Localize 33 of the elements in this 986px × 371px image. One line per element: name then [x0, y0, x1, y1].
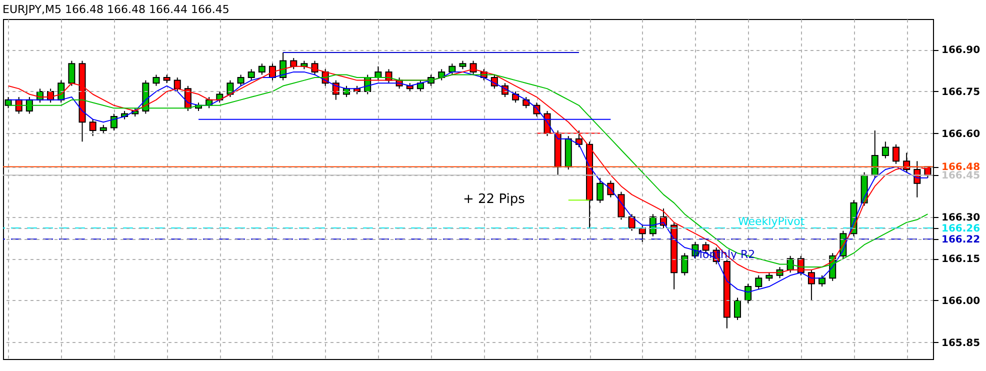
y-tick-label: 166.00: [942, 296, 980, 307]
candlestick: [110, 113, 118, 131]
y-tick-label: 166.60: [942, 128, 980, 140]
y-tick-label: 166.45: [942, 170, 980, 182]
candlestick: [744, 283, 752, 304]
candlestick: [68, 60, 76, 86]
candlestick: [818, 274, 826, 288]
candlestick: [237, 74, 244, 86]
y-tick-label: 166.75: [942, 86, 980, 98]
candlestick: [522, 96, 530, 109]
candlestick: [575, 130, 582, 148]
y-tick-label: 166.90: [942, 45, 980, 56]
y-tick-label: 165.85: [942, 338, 980, 349]
candlestick: [89, 118, 96, 137]
candlestick: [892, 144, 900, 164]
y-tick-label: 166.30: [942, 212, 980, 224]
y-tick-label: 166.26: [942, 224, 980, 235]
candlestick: [258, 63, 266, 76]
candlestick: [174, 77, 181, 92]
candlestick: [618, 191, 625, 220]
ref-line-label: WeeklyPivot: [738, 215, 806, 228]
candlestick: [681, 252, 688, 276]
candlestick: [512, 90, 520, 104]
candlestick: [882, 141, 889, 159]
candlestick: [734, 297, 741, 320]
annotation: + 22 Pips: [463, 192, 526, 207]
candlestick: [152, 74, 160, 86]
y-tick-label: 166.22: [942, 234, 980, 246]
candlestick: [755, 274, 762, 290]
chart-title: EURJPY,M5 166.48 166.48 166.44 166.45: [2, 3, 230, 16]
y-tick-label: 166.15: [942, 254, 980, 266]
candlestick: [596, 177, 604, 204]
candlestick: [248, 68, 255, 81]
